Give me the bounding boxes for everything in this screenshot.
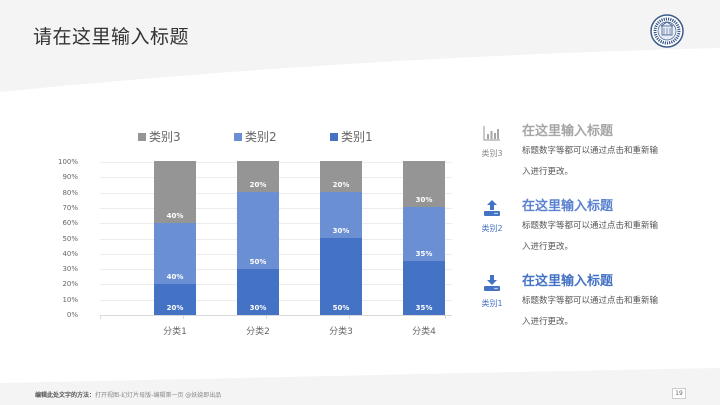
legend-item-category1: 类别1 <box>330 128 373 145</box>
stacked-bar-chart: 类别3 类别2 类别1 0% 10% 20% 30% 40% 50% 60% 7… <box>50 120 452 340</box>
info-title: 在这里输入标题 <box>522 199 614 214</box>
y-tick: 60% <box>62 219 78 228</box>
x-label: 分类3 <box>329 327 353 337</box>
data-label: 50% <box>249 257 267 266</box>
data-label: 35% <box>415 250 433 259</box>
footer-label: 编辑此处文字的方法： <box>35 392 96 399</box>
bar-segment: 20% <box>320 161 362 192</box>
x-label: 分类4 <box>412 327 436 337</box>
y-tick: 70% <box>62 203 78 212</box>
legend-item-category2: 类别2 <box>234 128 277 145</box>
x-label: 分类1 <box>163 327 187 337</box>
bar-segment: 35% <box>403 261 445 315</box>
info-category: 类别2 <box>481 224 503 233</box>
legend-swatch-icon <box>330 132 338 141</box>
bar-分类4: 35% 35% 30% <box>403 161 445 315</box>
bar-segment: 40% <box>154 222 196 285</box>
plot-area: 0% 10% 20% 30% 40% 50% 60% 70% 80% 90% 1… <box>58 158 452 337</box>
info-description: 标题数字等都可以通过点击和重新输入进行更改。 <box>522 296 659 327</box>
bar-分类1: 20% 40% 40% <box>154 161 196 315</box>
page-title: 请在这里输入标题 <box>33 26 190 48</box>
info-title: 在这里输入标题 <box>522 124 614 139</box>
data-label: 50% <box>332 304 350 312</box>
legend-swatch-icon <box>234 132 242 141</box>
y-tick: 10% <box>62 295 78 304</box>
legend-item-category3: 类别3 <box>138 128 181 145</box>
data-label: 30% <box>415 196 433 205</box>
bar-segment: 50% <box>320 238 362 315</box>
bar-segment: 50% <box>237 191 279 269</box>
bar-segment: 20% <box>154 284 196 315</box>
legend-swatch-icon <box>138 132 146 141</box>
y-tick: 0% <box>66 311 78 319</box>
data-label: 20% <box>332 180 350 189</box>
legend-label: 类别3 <box>149 130 181 144</box>
upload-icon <box>484 200 500 216</box>
bar-分类3: 50% 30% 20% <box>320 161 362 315</box>
data-label: 40% <box>166 273 184 282</box>
y-tick: 50% <box>62 234 78 243</box>
legend-label: 类别1 <box>341 130 373 144</box>
info-category: 类别3 <box>481 149 503 158</box>
footer-note: 编辑此处文字的方法：打开视图-幻灯片母版-编辑第一页 @妖娆即出品 <box>35 390 221 399</box>
y-tick: 20% <box>62 280 78 289</box>
data-label: 35% <box>415 304 433 312</box>
y-tick: 40% <box>62 249 78 258</box>
bar-segment: 40% <box>154 161 196 223</box>
footer-text: 打开视图-幻灯片母版-编辑第一页 @妖娆即出品 <box>95 392 222 399</box>
y-tick: 90% <box>62 173 78 182</box>
bar-segment: 35% <box>403 207 445 262</box>
info-item-category2: 类别2 在这里输入标题 标题数字等都可以通过点击和重新输入进行更改。 <box>475 195 675 265</box>
bar-segment: 20% <box>237 161 279 192</box>
chart-legend: 类别3 类别2 类别1 <box>50 128 420 144</box>
bar-chart-icon <box>483 126 500 141</box>
data-label: 30% <box>249 304 267 312</box>
page-number: 19 <box>672 388 686 399</box>
data-label: 20% <box>166 304 184 312</box>
data-label: 30% <box>332 227 350 235</box>
bar-segment: 30% <box>403 161 445 208</box>
info-title: 在这里输入标题 <box>522 274 614 289</box>
bar-segment: 30% <box>237 268 279 315</box>
info-description: 标题数字等都可以通过点击和重新输入进行更改。 <box>522 146 659 177</box>
info-item-category3: 类别3 在这里输入标题 标题数字等都可以通过点击和重新输入进行更改。 <box>475 120 675 190</box>
download-icon <box>484 275 500 291</box>
info-description: 标题数字等都可以通过点击和重新输入进行更改。 <box>522 221 659 252</box>
info-category: 类别1 <box>481 299 503 308</box>
y-tick: 80% <box>62 188 78 197</box>
info-item-category1: 类别1 在这里输入标题 标题数字等都可以通过点击和重新输入进行更改。 <box>475 270 675 340</box>
y-tick: 30% <box>62 265 78 274</box>
y-tick: 100% <box>57 158 78 166</box>
data-label: 40% <box>166 211 184 220</box>
bar-分类2: 30% 50% 20% <box>237 161 279 315</box>
data-label: 20% <box>249 180 267 189</box>
x-label: 分类2 <box>246 327 270 337</box>
bar-segment: 30% <box>320 191 362 238</box>
university-seal-icon <box>650 14 684 48</box>
legend-label: 类别2 <box>245 130 277 144</box>
